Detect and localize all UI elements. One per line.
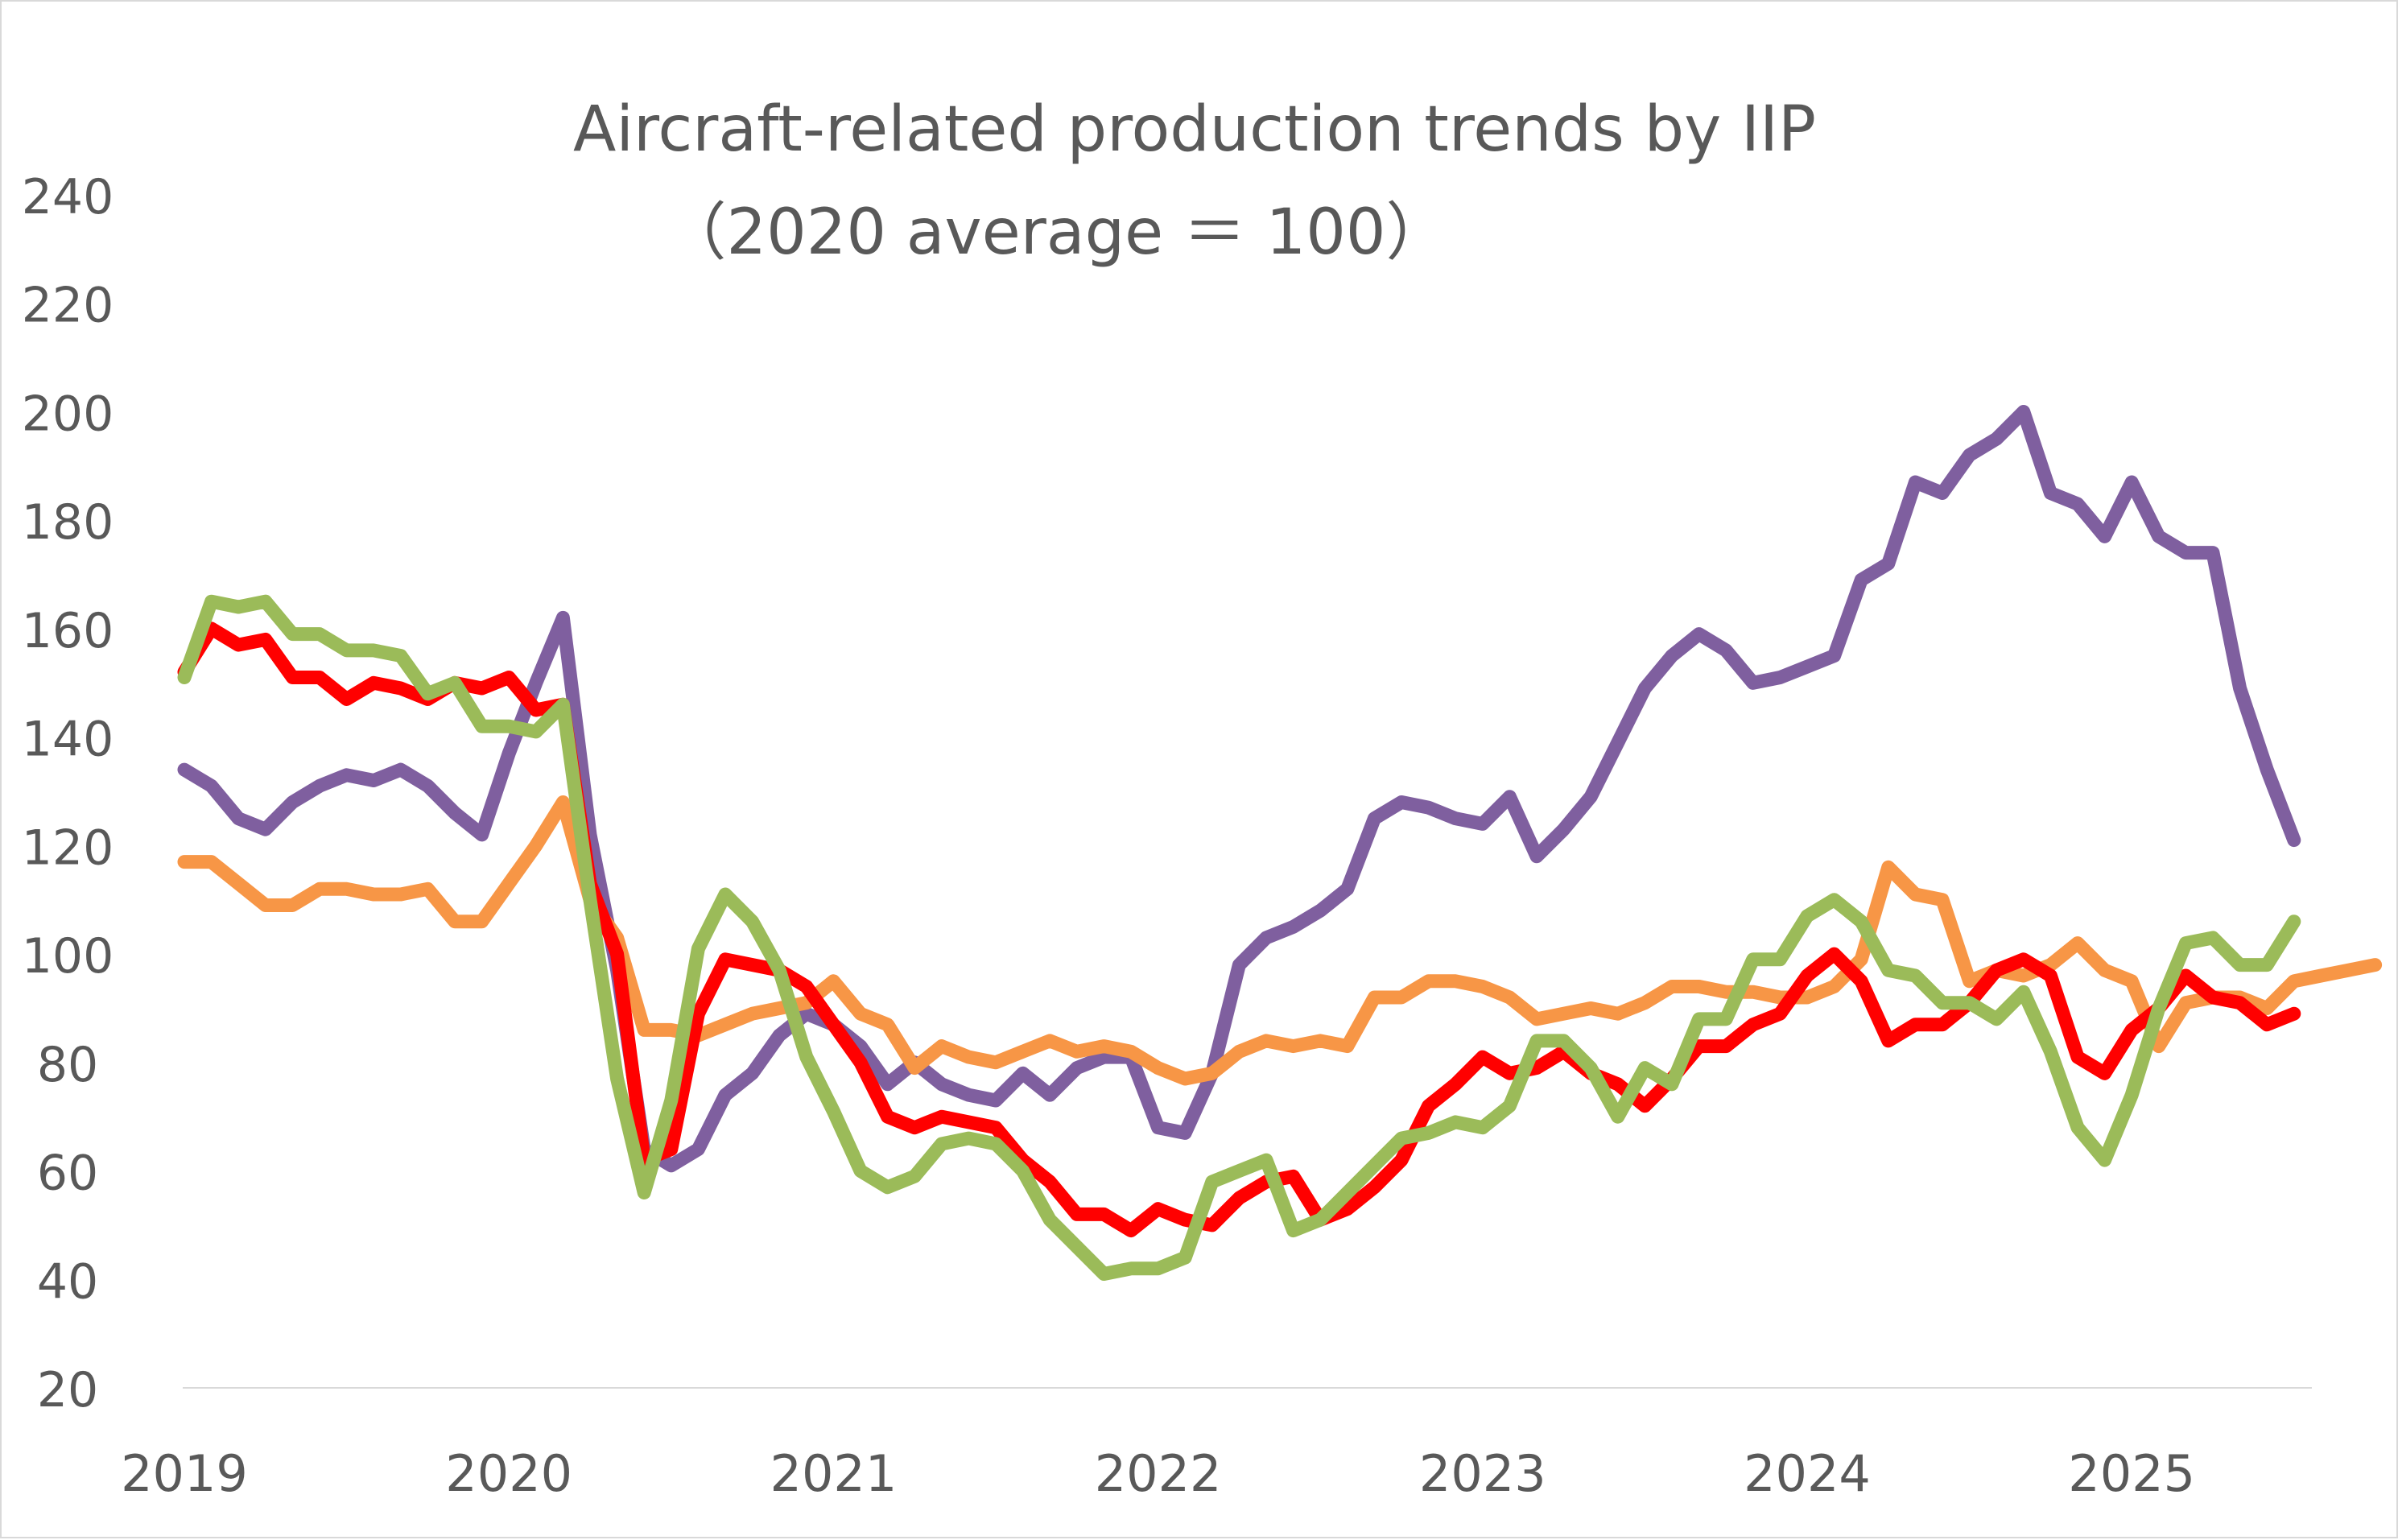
series-line-1	[177, 405, 2301, 1173]
x-tick-label: 2021	[770, 1444, 898, 1503]
y-tick-label: 100	[22, 928, 114, 985]
y-tick-label: 20	[37, 1362, 98, 1418]
y-tick-label: 200	[22, 386, 114, 442]
y-tick-label: 180	[22, 494, 114, 551]
series-line-4	[177, 594, 2301, 1281]
series-line-2	[177, 795, 2383, 1086]
y-tick-label: 220	[22, 278, 114, 334]
y-tick-label: 240	[22, 169, 114, 225]
x-tick-label: 2019	[121, 1444, 248, 1503]
y-tick-label: 120	[22, 820, 114, 876]
x-tick-label: 2022	[1095, 1444, 1222, 1503]
x-tick-label: 2024	[1744, 1444, 1871, 1503]
chart-subtitle-line: （2020 average ＝ 100）	[663, 196, 1449, 269]
y-tick-label: 80	[37, 1037, 98, 1093]
x-tick-label: 2023	[1419, 1444, 1546, 1503]
y-tick-label: 160	[22, 603, 114, 659]
y-tick-label: 140	[22, 712, 114, 768]
x-axis-tick-labels: 2019 2020 2021 2022 2023 2024 2025	[121, 1444, 2195, 1503]
series-lines	[177, 405, 2383, 1281]
y-tick-label: 40	[37, 1253, 98, 1310]
series-line-3	[177, 621, 2301, 1238]
y-axis-tick-labels: 20 40 60 80 100 120 140 160 180 200 220 240	[22, 169, 114, 1418]
x-tick-label: 2020	[445, 1444, 572, 1503]
x-tick-label: 2025	[2068, 1444, 2195, 1503]
y-tick-label: 60	[37, 1146, 98, 1202]
